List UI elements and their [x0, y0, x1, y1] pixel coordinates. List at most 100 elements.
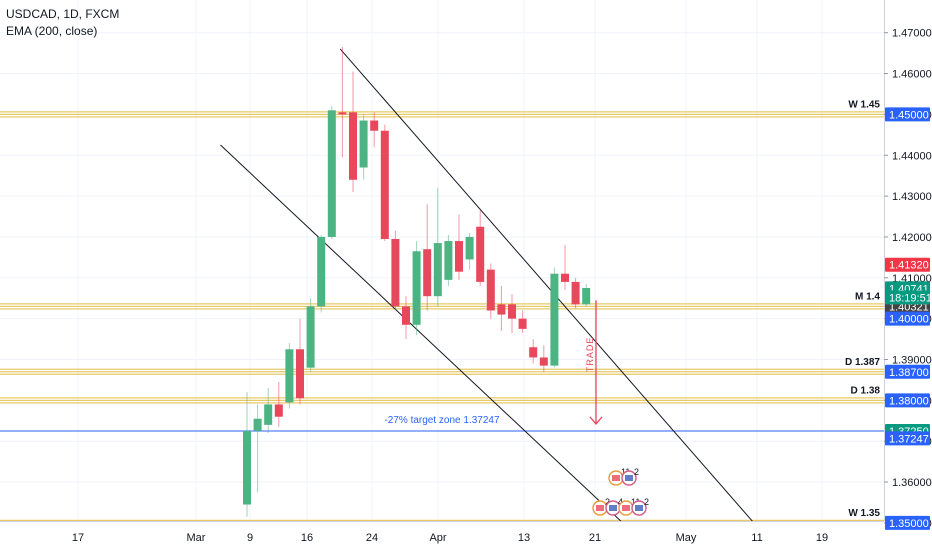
time-axis[interactable]: 17 Mar 9 16 24 Apr 13 21 May 11 19	[0, 521, 884, 550]
economic-event-markers[interactable]: 112 24112	[592, 467, 649, 516]
candle-body	[391, 238, 400, 307]
candle	[391, 230, 400, 311]
candle	[402, 296, 410, 340]
candle	[296, 318, 304, 405]
candlestick-series	[243, 46, 591, 517]
candle	[465, 232, 474, 270]
price-tick-label[interactable]: 1.44000	[892, 150, 932, 162]
price-tag[interactable]: 1.41320	[885, 257, 930, 272]
price-tag-bg	[885, 290, 930, 305]
support-resistance-levels: W 1.45 M 1.4 D 1.387 D 1.38 W 1.35	[0, 99, 884, 527]
candle	[433, 187, 442, 307]
time-tick-label[interactable]: 19	[816, 532, 828, 544]
flag-icon	[612, 475, 620, 481]
candle-body	[486, 269, 495, 311]
time-tick-label[interactable]: May	[676, 532, 697, 544]
candle-body	[476, 226, 485, 282]
level-label: D 1.38	[851, 385, 881, 396]
candle-body	[243, 430, 251, 505]
candle-body	[550, 273, 559, 366]
candle-body	[465, 236, 474, 260]
candle-body	[561, 273, 569, 282]
time-tick-label[interactable]: 13	[518, 532, 530, 544]
time-tick-label[interactable]: Apr	[429, 532, 446, 544]
price-tick-label[interactable]: 1.46000	[892, 69, 932, 81]
candle-body	[539, 357, 548, 366]
price-tag-bg	[885, 393, 930, 408]
flag-icon	[622, 505, 630, 511]
candle	[497, 285, 506, 331]
candle	[539, 345, 548, 372]
candle	[582, 283, 591, 307]
level-price-tag[interactable]: 1.38700	[885, 364, 930, 379]
price-tick-label[interactable]: 1.42000	[892, 232, 932, 244]
event-count: 2	[644, 497, 649, 507]
candle-body	[370, 120, 379, 131]
price-tick-label[interactable]: 1.47000	[892, 28, 932, 40]
candle-body	[285, 349, 294, 403]
time-tick-label[interactable]: 24	[366, 532, 378, 544]
trade-arrow-head	[589, 416, 603, 425]
candle-body	[433, 243, 442, 297]
event-marker-group[interactable]: 24112	[592, 497, 649, 516]
candle	[285, 343, 294, 409]
price-tag-text: 1.35000	[889, 518, 929, 530]
time-tick-label[interactable]: 16	[301, 532, 313, 544]
candle	[412, 241, 421, 335]
candle	[359, 114, 368, 180]
candle	[380, 124, 389, 242]
target-zone: -27% target zone 1.37247	[0, 415, 884, 432]
time-tick-label[interactable]: 9	[247, 532, 253, 544]
candle	[317, 234, 326, 313]
price-tick-label[interactable]: 1.36000	[892, 477, 932, 489]
candle-body	[349, 112, 357, 180]
candle-body	[380, 130, 389, 239]
price-tag-bg	[885, 431, 930, 446]
flag-icon	[635, 505, 643, 511]
event-count: 2	[634, 467, 639, 477]
candle-body	[317, 236, 326, 307]
level-label: D 1.387	[845, 357, 880, 368]
price-tick-label[interactable]: 1.43000	[892, 191, 932, 203]
price-tag-bg	[885, 107, 930, 122]
candle	[508, 294, 516, 333]
candle	[444, 234, 453, 286]
candle	[274, 381, 283, 427]
time-tick-label[interactable]: 17	[72, 532, 84, 544]
candle-body	[455, 241, 463, 272]
indicator-label[interactable]: EMA (200, close)	[6, 24, 98, 38]
price-tag[interactable]: 1.40000	[885, 311, 930, 326]
grid-lines	[0, 0, 884, 524]
candle	[264, 388, 273, 434]
candle-body	[508, 304, 516, 319]
price-axis[interactable]: 1.47000 1.46000 1.45000 1.44000 1.43000 1.420…	[884, 0, 932, 550]
candle-body	[402, 306, 410, 325]
price-tag[interactable]: 18:19:51	[885, 290, 932, 305]
trade-annotation: TRADE	[585, 300, 603, 425]
time-tick-label[interactable]: 21	[589, 532, 601, 544]
lower-channel-line[interactable]	[220, 144, 645, 544]
target-zone-label: -27% target zone 1.37247	[384, 415, 500, 426]
candle	[529, 339, 538, 364]
candle-body	[582, 288, 591, 305]
time-tick-label[interactable]: 11	[751, 532, 762, 544]
level-price-tag[interactable]: 1.35000	[885, 515, 930, 530]
price-tag-text: 18:19:51	[889, 292, 932, 304]
price-tag-text: 1.45000	[889, 109, 929, 121]
candle-body	[529, 347, 538, 358]
symbol-title[interactable]: USDCAD, 1D, FXCM	[6, 7, 120, 21]
trend-channel	[220, 48, 773, 544]
price-tick-label[interactable]: 1.39000	[892, 355, 932, 367]
level-price-tag[interactable]: 1.38000	[885, 393, 930, 408]
price-tag-bg	[885, 311, 930, 326]
candle	[455, 214, 463, 280]
time-tick-label[interactable]: Mar	[187, 532, 206, 544]
price-tag[interactable]: 1.37247	[885, 431, 930, 446]
price-tag-text: 1.38000	[889, 395, 929, 407]
level-price-tag[interactable]: 1.45000	[885, 107, 930, 122]
candle	[327, 106, 336, 239]
candle-body	[338, 112, 347, 115]
price-tag-bg	[885, 257, 930, 272]
event-marker-group[interactable]: 112	[608, 467, 639, 486]
